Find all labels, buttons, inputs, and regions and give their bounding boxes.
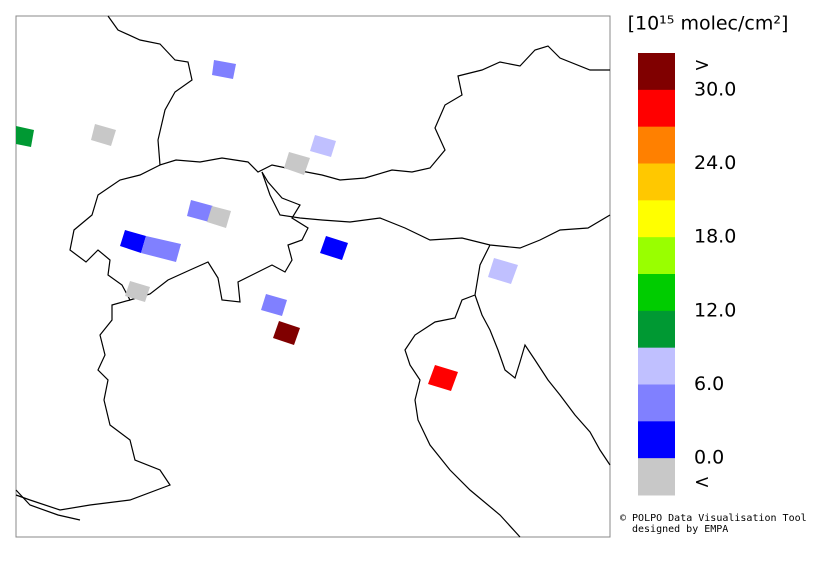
pixel bbox=[428, 365, 458, 391]
border bbox=[15, 299, 171, 511]
pixel bbox=[120, 230, 146, 253]
legend-label: 18.0 bbox=[694, 226, 736, 248]
pixel bbox=[273, 321, 300, 345]
pixel bbox=[187, 200, 213, 222]
legend-swatch bbox=[638, 384, 675, 422]
pixel bbox=[212, 60, 236, 79]
legend-swatch bbox=[638, 421, 675, 459]
legend-label: 0.0 bbox=[694, 447, 724, 469]
legend-label: 12.0 bbox=[694, 299, 736, 321]
legend-title: [10¹⁵ molec/cm²] bbox=[628, 13, 789, 35]
legend-swatch bbox=[638, 310, 675, 349]
pixel bbox=[310, 135, 336, 157]
legend-swatch bbox=[638, 347, 675, 385]
legend-swatch bbox=[638, 200, 675, 238]
legend-swatch bbox=[638, 163, 675, 201]
legend-swatch bbox=[638, 126, 675, 164]
pixel bbox=[261, 294, 287, 316]
legend-label: 30.0 bbox=[694, 78, 736, 100]
legend-swatch bbox=[638, 458, 675, 496]
legend-label: > bbox=[694, 54, 710, 76]
pixel bbox=[488, 258, 518, 284]
legend: >30.0 24.0 18.0 12.0 6.0 0.0< bbox=[638, 53, 736, 496]
border bbox=[107, 15, 610, 181]
map-frame bbox=[15, 15, 611, 538]
legend-swatch bbox=[638, 89, 675, 128]
pixel bbox=[320, 236, 348, 260]
footer: © POLPO Data Visualisation Tool bbox=[620, 513, 807, 524]
pixel bbox=[207, 206, 231, 228]
legend-swatch bbox=[638, 237, 675, 275]
coast bbox=[404, 244, 521, 538]
pixel bbox=[125, 281, 150, 302]
data-pixels bbox=[16, 60, 518, 391]
border bbox=[261, 171, 611, 249]
coast bbox=[15, 489, 81, 521]
border bbox=[69, 164, 309, 303]
pixel bbox=[16, 126, 34, 147]
pixel bbox=[141, 236, 181, 262]
pixel bbox=[284, 152, 310, 175]
coast bbox=[474, 294, 611, 466]
legend-label: < bbox=[694, 471, 710, 493]
map bbox=[15, 15, 611, 538]
legend-swatch bbox=[638, 274, 675, 312]
footer: designed by EMPA bbox=[632, 524, 728, 535]
legend-label: 6.0 bbox=[694, 373, 724, 395]
pixel bbox=[91, 124, 116, 146]
legend-label: 24.0 bbox=[694, 152, 736, 174]
legend-swatch bbox=[638, 53, 675, 91]
